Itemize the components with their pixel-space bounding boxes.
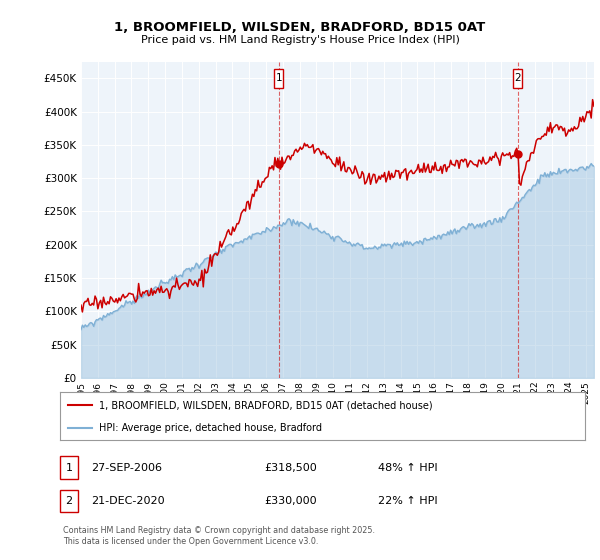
Text: 21-DEC-2020: 21-DEC-2020 — [91, 496, 165, 506]
Text: 22% ↑ HPI: 22% ↑ HPI — [378, 496, 437, 506]
Text: 27-SEP-2006: 27-SEP-2006 — [91, 463, 162, 473]
Text: 1, BROOMFIELD, WILSDEN, BRADFORD, BD15 0AT: 1, BROOMFIELD, WILSDEN, BRADFORD, BD15 0… — [115, 21, 485, 34]
Text: 1, BROOMFIELD, WILSDEN, BRADFORD, BD15 0AT (detached house): 1, BROOMFIELD, WILSDEN, BRADFORD, BD15 0… — [100, 400, 433, 410]
Text: 1: 1 — [275, 73, 282, 83]
Bar — [274, 69, 283, 87]
Text: 2: 2 — [514, 73, 521, 83]
Text: HPI: Average price, detached house, Bradford: HPI: Average price, detached house, Brad… — [100, 423, 322, 433]
Text: £330,000: £330,000 — [264, 496, 317, 506]
Text: Price paid vs. HM Land Registry's House Price Index (HPI): Price paid vs. HM Land Registry's House … — [140, 35, 460, 45]
Text: £318,500: £318,500 — [264, 463, 317, 473]
Bar — [513, 69, 523, 87]
Text: 2: 2 — [65, 496, 73, 506]
Text: 1: 1 — [65, 463, 73, 473]
Text: Contains HM Land Registry data © Crown copyright and database right 2025.
This d: Contains HM Land Registry data © Crown c… — [63, 526, 375, 546]
Text: 48% ↑ HPI: 48% ↑ HPI — [378, 463, 437, 473]
